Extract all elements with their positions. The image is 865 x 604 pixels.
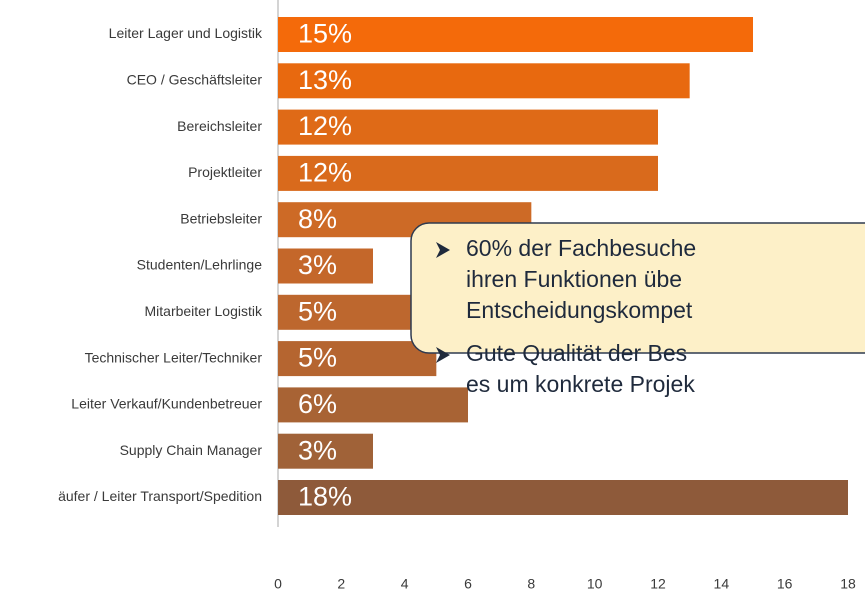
category-label: Studenten/Lehrlinge [137,257,263,273]
value-label: 13% [298,65,352,95]
callout-text: 60% der Fachbesuche [466,235,696,261]
value-label: 8% [298,204,337,234]
x-tick-label: 8 [527,576,535,592]
x-tick-label: 12 [650,576,666,592]
bullet-arrow [436,242,450,258]
x-tick-label: 14 [714,576,730,592]
value-label: 12% [298,111,352,141]
value-label: 15% [298,19,352,49]
category-label: Mitarbeiter Logistik [145,303,263,319]
bar [278,433,373,469]
value-label: 3% [298,435,337,465]
category-label: äufer / Leiter Transport/Spedition [58,488,262,504]
callout-text: ihren Funktionen übe [466,266,682,292]
category-label: Betriebsleiter [180,210,262,226]
category-label: Bereichsleiter [177,118,262,134]
value-label: 12% [298,158,352,188]
bar [278,480,848,515]
x-tick-label: 10 [587,576,603,592]
bar [278,387,468,423]
bullet-arrow [436,347,450,363]
bar [278,17,753,52]
value-label: 6% [298,389,337,419]
bar [278,341,437,377]
x-tick-label: 0 [274,576,282,592]
x-tick-label: 6 [464,576,472,592]
x-tick-label: 4 [401,576,409,592]
callout-text: es um konkrete Projek [466,371,695,397]
category-label: Technischer Leiter/Techniker [85,349,263,365]
callout-box [410,222,865,354]
value-label: 18% [298,482,352,512]
bar [278,109,658,145]
x-tick-label: 18 [840,576,856,592]
value-label: 3% [298,250,337,280]
value-label: 5% [298,343,337,373]
category-label: Leiter Verkauf/Kundenbetreuer [71,396,262,412]
callout-text: Entscheidungskompet [466,297,693,323]
bar [278,155,658,191]
bar [278,63,690,99]
category-label: Supply Chain Manager [120,442,263,458]
x-tick-label: 2 [337,576,345,592]
value-label: 5% [298,296,337,326]
bar [278,294,437,330]
category-label: Leiter Lager und Logistik [109,25,263,41]
callout-text: Gute Qualität der Bes [466,340,687,366]
category-label: CEO / Geschäftsleiter [127,72,263,88]
bar [278,248,373,284]
x-tick-label: 16 [777,576,793,592]
category-label: Projektleiter [188,164,262,180]
